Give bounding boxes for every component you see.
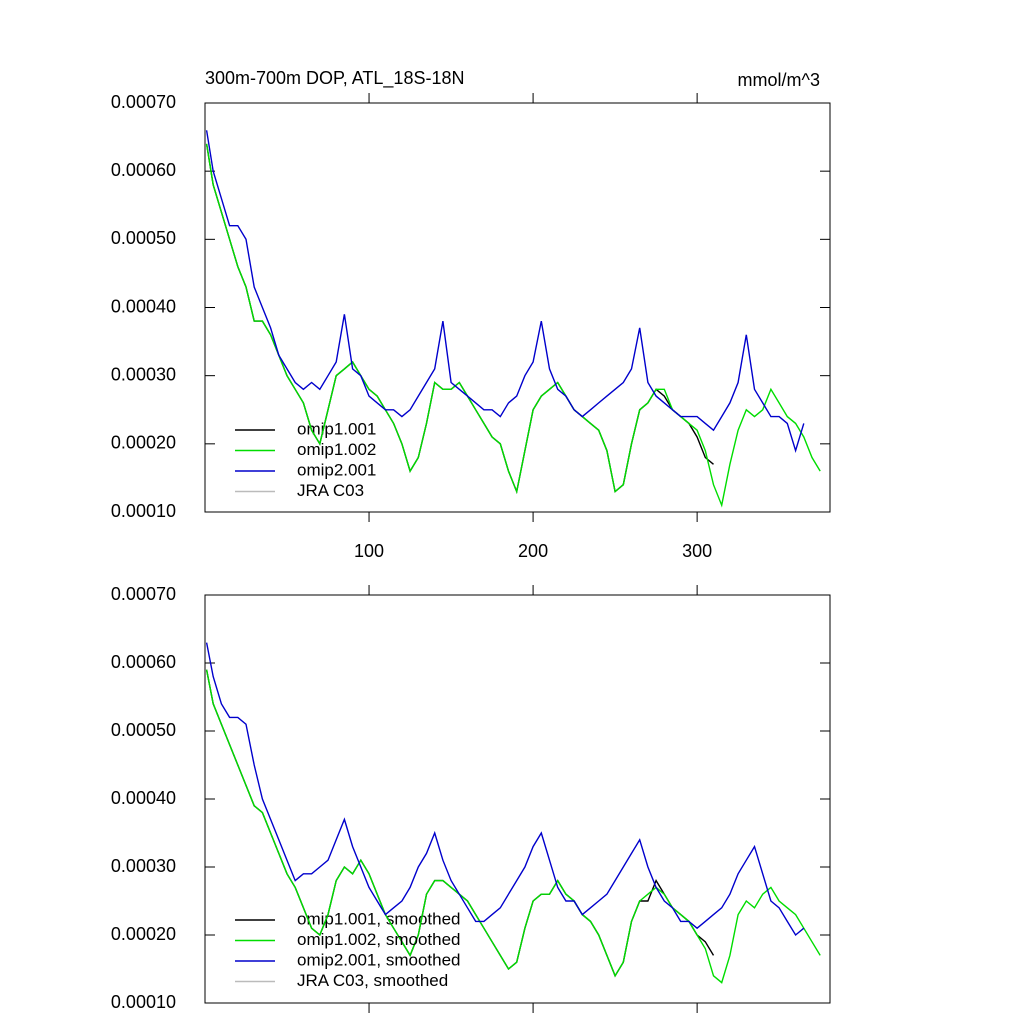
y-tick-label: 0.00050 (111, 228, 176, 248)
y-tick-label: 0.00030 (111, 364, 176, 384)
units-label: mmol/m^3 (738, 70, 820, 90)
chart-title: 300m-700m DOP, ATL_18S-18N (205, 68, 464, 89)
y-tick-label: 0.00030 (111, 856, 176, 876)
series-line (205, 669, 821, 984)
x-tick-label: 200 (518, 541, 548, 561)
y-tick-label: 0.00070 (111, 92, 176, 112)
plot-frame (204, 594, 831, 1004)
series-line (205, 143, 714, 495)
y-tick-label: 0.00020 (111, 924, 176, 944)
legend-label: omip1.001 (297, 419, 376, 438)
series-line (205, 130, 805, 454)
legend-label: JRA C03 (297, 481, 364, 500)
x-tick-label: 100 (354, 541, 384, 561)
y-tick-label: 0.00060 (111, 160, 176, 180)
legend-label: omip1.001, smoothed (297, 909, 461, 928)
y-tick-label: 0.00060 (111, 652, 176, 672)
legend-label: omip2.001 (297, 460, 376, 479)
legend-label: omip1.002 (297, 440, 376, 459)
y-tick-label: 0.00050 (111, 720, 176, 740)
legend-label: omip1.002, smoothed (297, 930, 461, 949)
y-tick-label: 0.00010 (111, 992, 176, 1012)
series-line (205, 642, 805, 937)
y-tick-label: 0.00040 (111, 788, 176, 808)
x-tick-label: 300 (682, 541, 712, 561)
y-tick-label: 0.00040 (111, 296, 176, 316)
legend-label: JRA C03, smoothed (297, 971, 448, 990)
legend-label: omip2.001, smoothed (297, 950, 461, 969)
y-tick-label: 0.00010 (111, 501, 176, 521)
y-tick-label: 0.00070 (111, 584, 176, 604)
y-tick-label: 0.00020 (111, 433, 176, 453)
series-line (205, 143, 821, 508)
plot-frame (204, 102, 831, 513)
